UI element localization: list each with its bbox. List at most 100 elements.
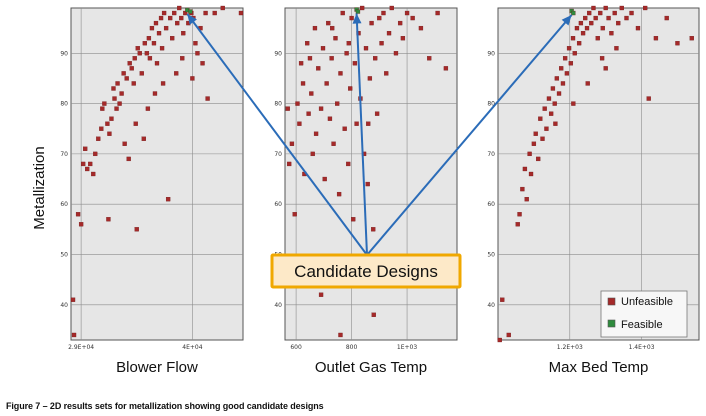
- y-tick-label: 90: [487, 50, 495, 57]
- data-point: [289, 141, 295, 146]
- y-tick-label: 60: [274, 201, 282, 208]
- data-point: [135, 46, 140, 51]
- data-point: [122, 141, 127, 146]
- data-point: [552, 101, 557, 106]
- y-tick-label: 80: [487, 101, 495, 108]
- data-point: [538, 116, 543, 121]
- data-point: [152, 91, 158, 96]
- data-point: [141, 136, 146, 141]
- data-point: [576, 41, 582, 46]
- arrowhead-icon: [187, 14, 197, 25]
- y-tick-label: 70: [487, 151, 495, 158]
- data-point: [497, 337, 502, 343]
- data-point: [99, 126, 104, 131]
- data-point: [556, 91, 562, 96]
- data-point: [548, 111, 554, 116]
- data-point: [616, 20, 621, 26]
- data-point: [346, 41, 351, 46]
- legend-swatch-unfeasible: [607, 297, 616, 306]
- data-point: [163, 25, 169, 31]
- data-point: [355, 9, 361, 14]
- legend: Unfeasible Feasible: [600, 290, 688, 338]
- data-point: [564, 71, 570, 76]
- data-point: [298, 61, 304, 66]
- data-point: [603, 66, 608, 71]
- data-point: [381, 10, 386, 16]
- data-point: [500, 297, 505, 302]
- data-point: [327, 116, 333, 121]
- annotation-label: Candidate Designs: [294, 262, 438, 281]
- x-tick-label: 600: [290, 344, 302, 351]
- data-point: [373, 56, 378, 61]
- data-point: [435, 10, 440, 16]
- data-point: [554, 76, 560, 81]
- data-point: [400, 36, 406, 41]
- data-point: [313, 131, 319, 136]
- data-point: [88, 161, 93, 167]
- data-point: [165, 197, 171, 202]
- data-point: [159, 46, 165, 51]
- data-point: [96, 136, 101, 141]
- data-point: [553, 121, 558, 126]
- data-point: [371, 227, 376, 232]
- data-point: [179, 15, 184, 21]
- arrowhead-icon: [561, 15, 572, 26]
- series-feasible: [569, 8, 576, 16]
- data-point: [238, 10, 244, 16]
- data-point: [107, 131, 112, 136]
- data-point: [574, 25, 580, 31]
- x-axis-label: Blower Flow: [116, 359, 198, 376]
- data-point: [536, 156, 541, 162]
- data-point: [151, 41, 157, 46]
- data-point: [297, 121, 302, 126]
- data-point: [384, 71, 389, 76]
- y-tick-label: 40: [60, 302, 68, 309]
- data-point: [603, 5, 608, 11]
- data-point: [147, 56, 153, 61]
- y-tick-label: 70: [60, 151, 68, 158]
- data-point: [312, 25, 318, 31]
- data-point: [170, 36, 175, 41]
- data-point: [131, 81, 136, 86]
- y-tick-label: 50: [487, 251, 495, 258]
- data-point: [212, 10, 217, 16]
- data-point: [177, 5, 182, 11]
- data-point: [109, 116, 114, 121]
- data-point: [318, 106, 324, 111]
- data-point: [344, 51, 349, 56]
- data-point: [331, 141, 336, 146]
- data-point: [75, 212, 81, 217]
- data-point: [309, 91, 314, 96]
- data-point: [560, 81, 566, 86]
- data-point: [324, 81, 329, 86]
- data-point: [566, 46, 572, 51]
- data-point: [156, 31, 162, 36]
- data-point: [129, 66, 134, 71]
- y-tick-label: 60: [60, 201, 68, 208]
- data-point: [664, 15, 669, 21]
- data-point: [348, 86, 353, 91]
- data-point: [168, 15, 173, 21]
- data-point: [175, 20, 180, 26]
- data-point: [149, 25, 155, 31]
- figure-caption: Figure 7 – 2D results sets for metalliza…: [6, 401, 324, 411]
- data-point: [292, 212, 297, 217]
- data-point: [571, 10, 576, 16]
- data-point: [190, 76, 195, 81]
- data-point: [397, 20, 403, 26]
- data-point: [587, 10, 592, 16]
- data-point: [643, 5, 648, 11]
- data-point: [559, 66, 564, 71]
- y-tick-label: 90: [60, 50, 68, 57]
- data-point: [161, 10, 167, 16]
- data-point: [112, 96, 117, 101]
- data-point: [544, 126, 549, 131]
- legend-label-unfeasible: Unfeasible: [621, 296, 673, 308]
- data-point: [533, 131, 538, 136]
- data-point: [105, 121, 110, 126]
- x-tick-label: 2.9E+04: [68, 344, 94, 351]
- data-point: [427, 56, 432, 61]
- data-point: [572, 51, 577, 56]
